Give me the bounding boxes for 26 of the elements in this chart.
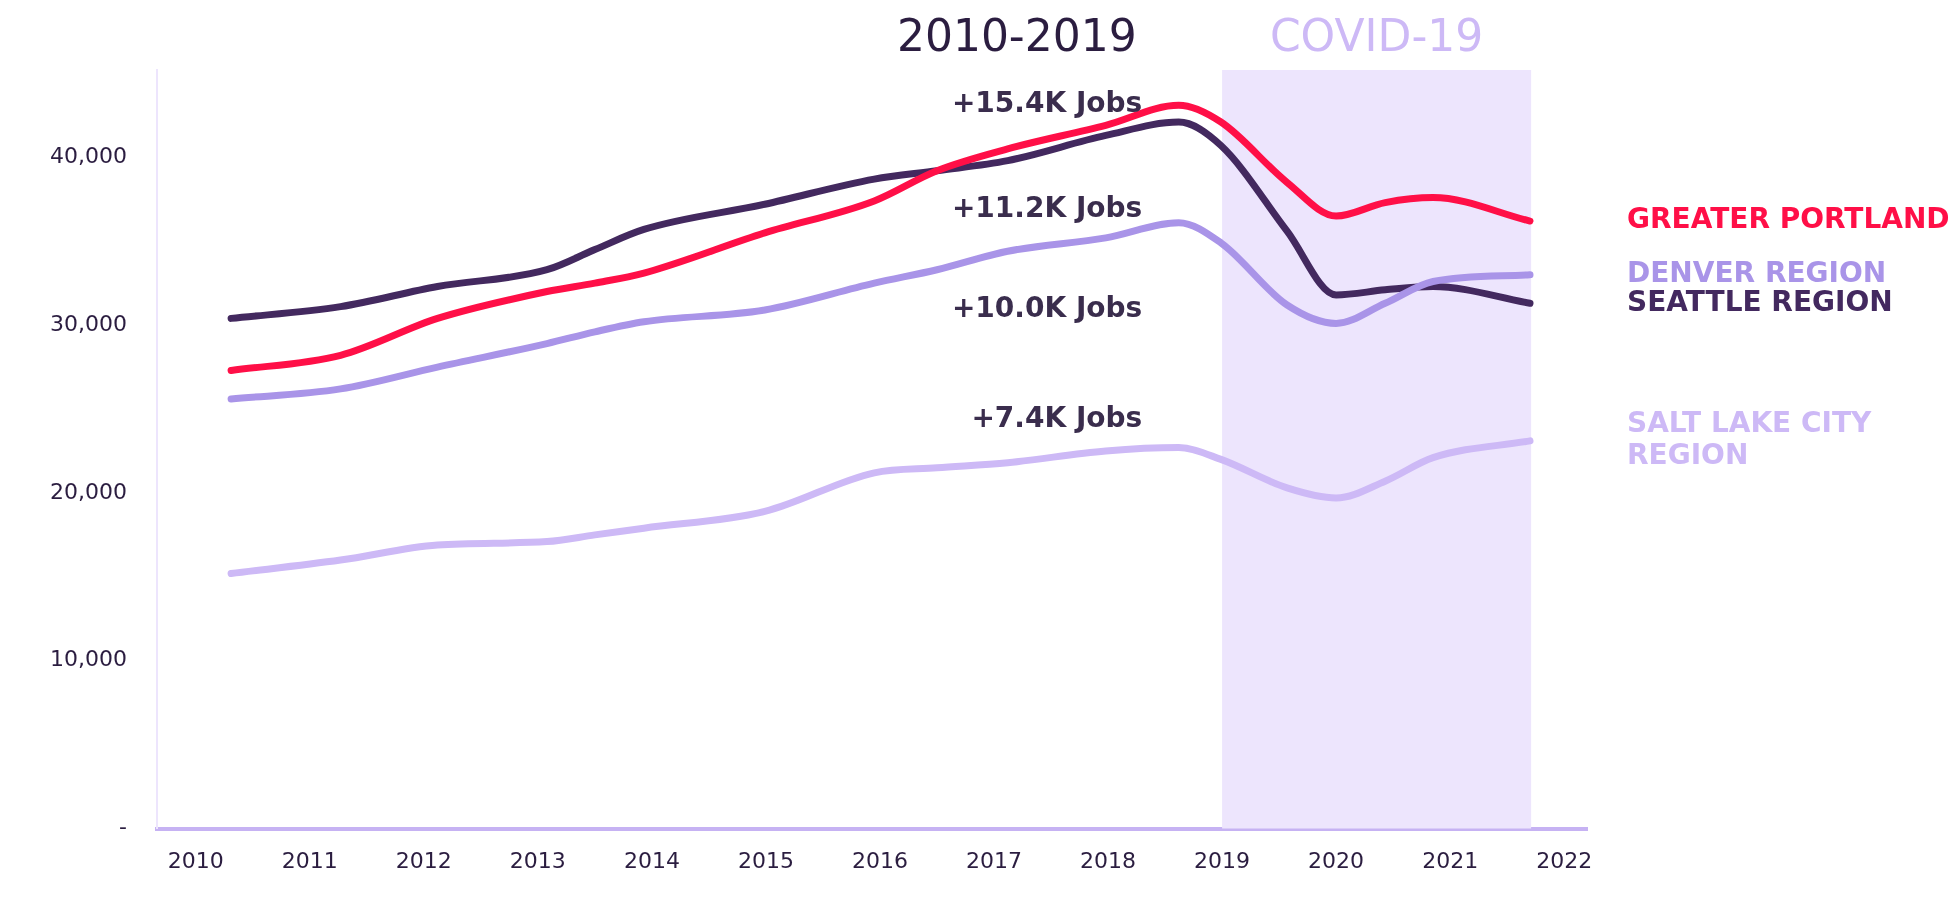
y-tick-label: 20,000 [49, 478, 127, 504]
x-tick-label: 2011 [281, 847, 338, 873]
y-tick-label: 40,000 [49, 142, 127, 168]
x-tick-label: 2014 [623, 847, 680, 873]
y-tick-label: - [119, 814, 127, 840]
x-tick-label: 2021 [1422, 847, 1479, 873]
y-tick-label: 30,000 [49, 310, 127, 336]
y-tick-label: 10,000 [49, 646, 127, 672]
x-tick-label: 2017 [966, 847, 1023, 873]
text: GREATER PORTLAND [1627, 202, 1950, 236]
band-label: COVID-19 [1269, 10, 1484, 62]
x-tick-label: 2012 [395, 847, 452, 873]
annotation: +10.0K Jobs [951, 291, 1143, 325]
annotation: +7.4K Jobs [971, 401, 1143, 435]
x-tick-label: 2020 [1308, 847, 1365, 873]
annotation: +15.4K Jobs [951, 86, 1143, 120]
x-tick-label: 2010 [167, 847, 224, 873]
x-tick-label: 2018 [1080, 847, 1137, 873]
x-tick-label: 2016 [851, 847, 908, 873]
x-tick-label: 2019 [1194, 847, 1251, 873]
x-tick-label: 2022 [1536, 847, 1593, 873]
annotation: +11.2K Jobs [951, 191, 1143, 225]
x-tick-label: 2013 [509, 847, 566, 873]
text: 2010-2019 [896, 10, 1137, 62]
x-tick-label: 2015 [737, 847, 794, 873]
text: SALT LAKE CITY REGION [1627, 406, 1873, 472]
